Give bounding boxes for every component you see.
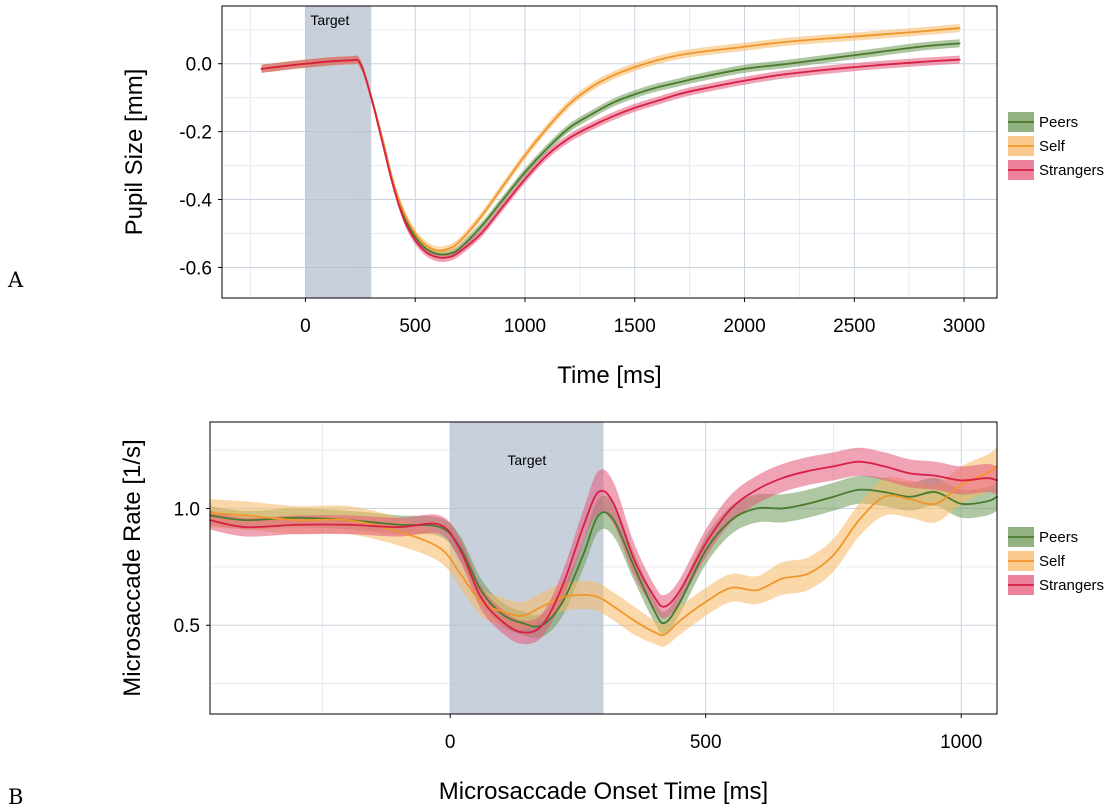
panel-b-target-label: Target xyxy=(507,452,546,468)
panel-a-x-tick-label: 2000 xyxy=(723,316,765,337)
panel-a-x-tick-label: 1500 xyxy=(614,316,656,337)
panel-a-y-tick-label: -0.6 xyxy=(179,258,212,279)
panel-a-legend-item-self: Self xyxy=(1008,136,1066,156)
panel-b-x-tick-label: 500 xyxy=(690,732,722,753)
panel-b-letter: B xyxy=(8,785,23,807)
panel-b-y-tick-label: 1.0 xyxy=(174,499,200,520)
legend-label: Peers xyxy=(1039,529,1078,546)
panel-b-x-axis-title: Microsaccade Onset Time [ms] xyxy=(439,778,768,805)
legend-label: Self xyxy=(1039,553,1066,570)
panel-a-x-tick-label: 1000 xyxy=(504,316,546,337)
panel-a-target-label: Target xyxy=(310,12,349,28)
legend-label: Strangers xyxy=(1039,577,1104,594)
panel-a-letter: A xyxy=(7,268,24,292)
panel-a-x-tick-label: 3000 xyxy=(943,316,985,337)
panel-a-y-tick-label: -0.4 xyxy=(179,191,212,212)
panel-b-line-strangers xyxy=(209,460,998,634)
legend-label: Strangers xyxy=(1039,162,1104,179)
panel-b-x-tick-label: 0 xyxy=(445,732,456,753)
panel-a-y-tick-label: 0.0 xyxy=(186,55,212,76)
panel-a-line-strangers xyxy=(260,58,961,259)
panel-b-legend-item-self: Self xyxy=(1008,551,1066,571)
panel-b-legend-item-strangers: Strangers xyxy=(1008,575,1104,595)
panel-b-y-axis-title: Microsaccade Rate [1/s] xyxy=(119,439,146,696)
panel-a: Target 0 500 1000 1500 2000 2500 3000 0.0 -0.2 -… xyxy=(7,5,1104,389)
panel-b-x-tick-label: 1000 xyxy=(940,732,982,753)
legend-label: Self xyxy=(1039,138,1066,155)
panel-b-band-strangers xyxy=(210,447,997,645)
panel-a-y-axis-title: Pupil Size [mm] xyxy=(121,69,148,236)
panel-b-frame xyxy=(209,421,998,715)
panel-a-target-region xyxy=(305,6,372,298)
panel-a-y-tick-label: -0.2 xyxy=(179,123,212,144)
panel-a-legend-item-peers: Peers xyxy=(1008,112,1078,132)
legend-label: Peers xyxy=(1039,114,1078,131)
panel-b: Target 0 500 1000 0.5 1.0 Microsaccade Onse… xyxy=(8,421,1104,807)
panel-b-line-self xyxy=(209,465,998,637)
panel-b-band-peers xyxy=(210,475,997,639)
panel-b-line-peers xyxy=(209,488,998,628)
panel-a-x-axis-title: Time [ms] xyxy=(557,362,661,389)
panel-b-legend-item-peers: Peers xyxy=(1008,527,1078,547)
panel-b-y-tick-label: 0.5 xyxy=(174,616,200,637)
panel-a-legend-item-strangers: Strangers xyxy=(1008,160,1104,180)
panel-a-x-tick-label: 500 xyxy=(399,316,431,337)
panel-a-x-tick-label: 0 xyxy=(300,316,311,337)
panel-a-x-tick-label: 2500 xyxy=(833,316,875,337)
panel-a-frame xyxy=(221,5,998,299)
